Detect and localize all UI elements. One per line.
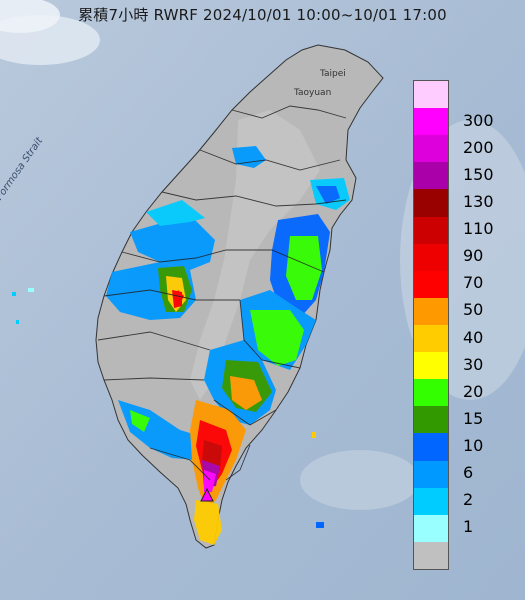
legend-label: 40 bbox=[463, 327, 484, 347]
legend-label: 2 bbox=[463, 490, 474, 510]
legend-label: 130 bbox=[463, 192, 494, 211]
legend-swatch bbox=[414, 135, 448, 163]
legend-label: 90 bbox=[463, 246, 484, 266]
legend-swatch bbox=[414, 270, 448, 299]
legend-swatch bbox=[414, 216, 448, 245]
legend-label: 20 bbox=[463, 381, 484, 401]
legend-swatch bbox=[414, 487, 448, 516]
legend-swatch bbox=[414, 541, 448, 570]
legend-swatch bbox=[414, 297, 448, 326]
legend-swatch bbox=[414, 162, 448, 190]
legend-swatch bbox=[414, 325, 448, 353]
map-title: 累積7小時 RWRF 2024/10/01 10:00~10/01 17:00 bbox=[78, 6, 447, 24]
legend-label: 6 bbox=[463, 463, 474, 483]
legend-label: 150 bbox=[463, 164, 494, 184]
county-boundaries bbox=[97, 105, 347, 481]
legend-label: 50 bbox=[463, 300, 484, 320]
legend-swatch bbox=[414, 189, 448, 218]
legend-swatch bbox=[414, 433, 448, 462]
legend-label: 10 bbox=[463, 436, 484, 455]
legend-swatch bbox=[414, 243, 448, 272]
legend-swatch bbox=[414, 514, 448, 543]
legend-label: 15 bbox=[463, 408, 484, 428]
city-label-taoyuan: Taoyuan bbox=[294, 88, 332, 98]
legend-label: 110 bbox=[463, 219, 494, 239]
legend-swatch bbox=[414, 81, 448, 109]
city-label-taipei: Taipei bbox=[320, 69, 346, 79]
color-legend bbox=[413, 80, 449, 570]
legend-swatch bbox=[414, 352, 448, 380]
legend-label: 200 bbox=[463, 137, 494, 157]
legend-label: 300 bbox=[463, 110, 494, 130]
peak-marker-icon bbox=[200, 487, 214, 502]
legend-label: 30 bbox=[463, 354, 484, 374]
legend-label: 70 bbox=[463, 273, 484, 293]
legend-label: 1 bbox=[463, 517, 474, 537]
rainfall-overlay bbox=[106, 146, 350, 545]
legend-swatch bbox=[414, 460, 448, 489]
legend-swatch bbox=[414, 108, 448, 136]
legend-swatch bbox=[414, 379, 448, 407]
legend-swatch bbox=[414, 406, 448, 434]
